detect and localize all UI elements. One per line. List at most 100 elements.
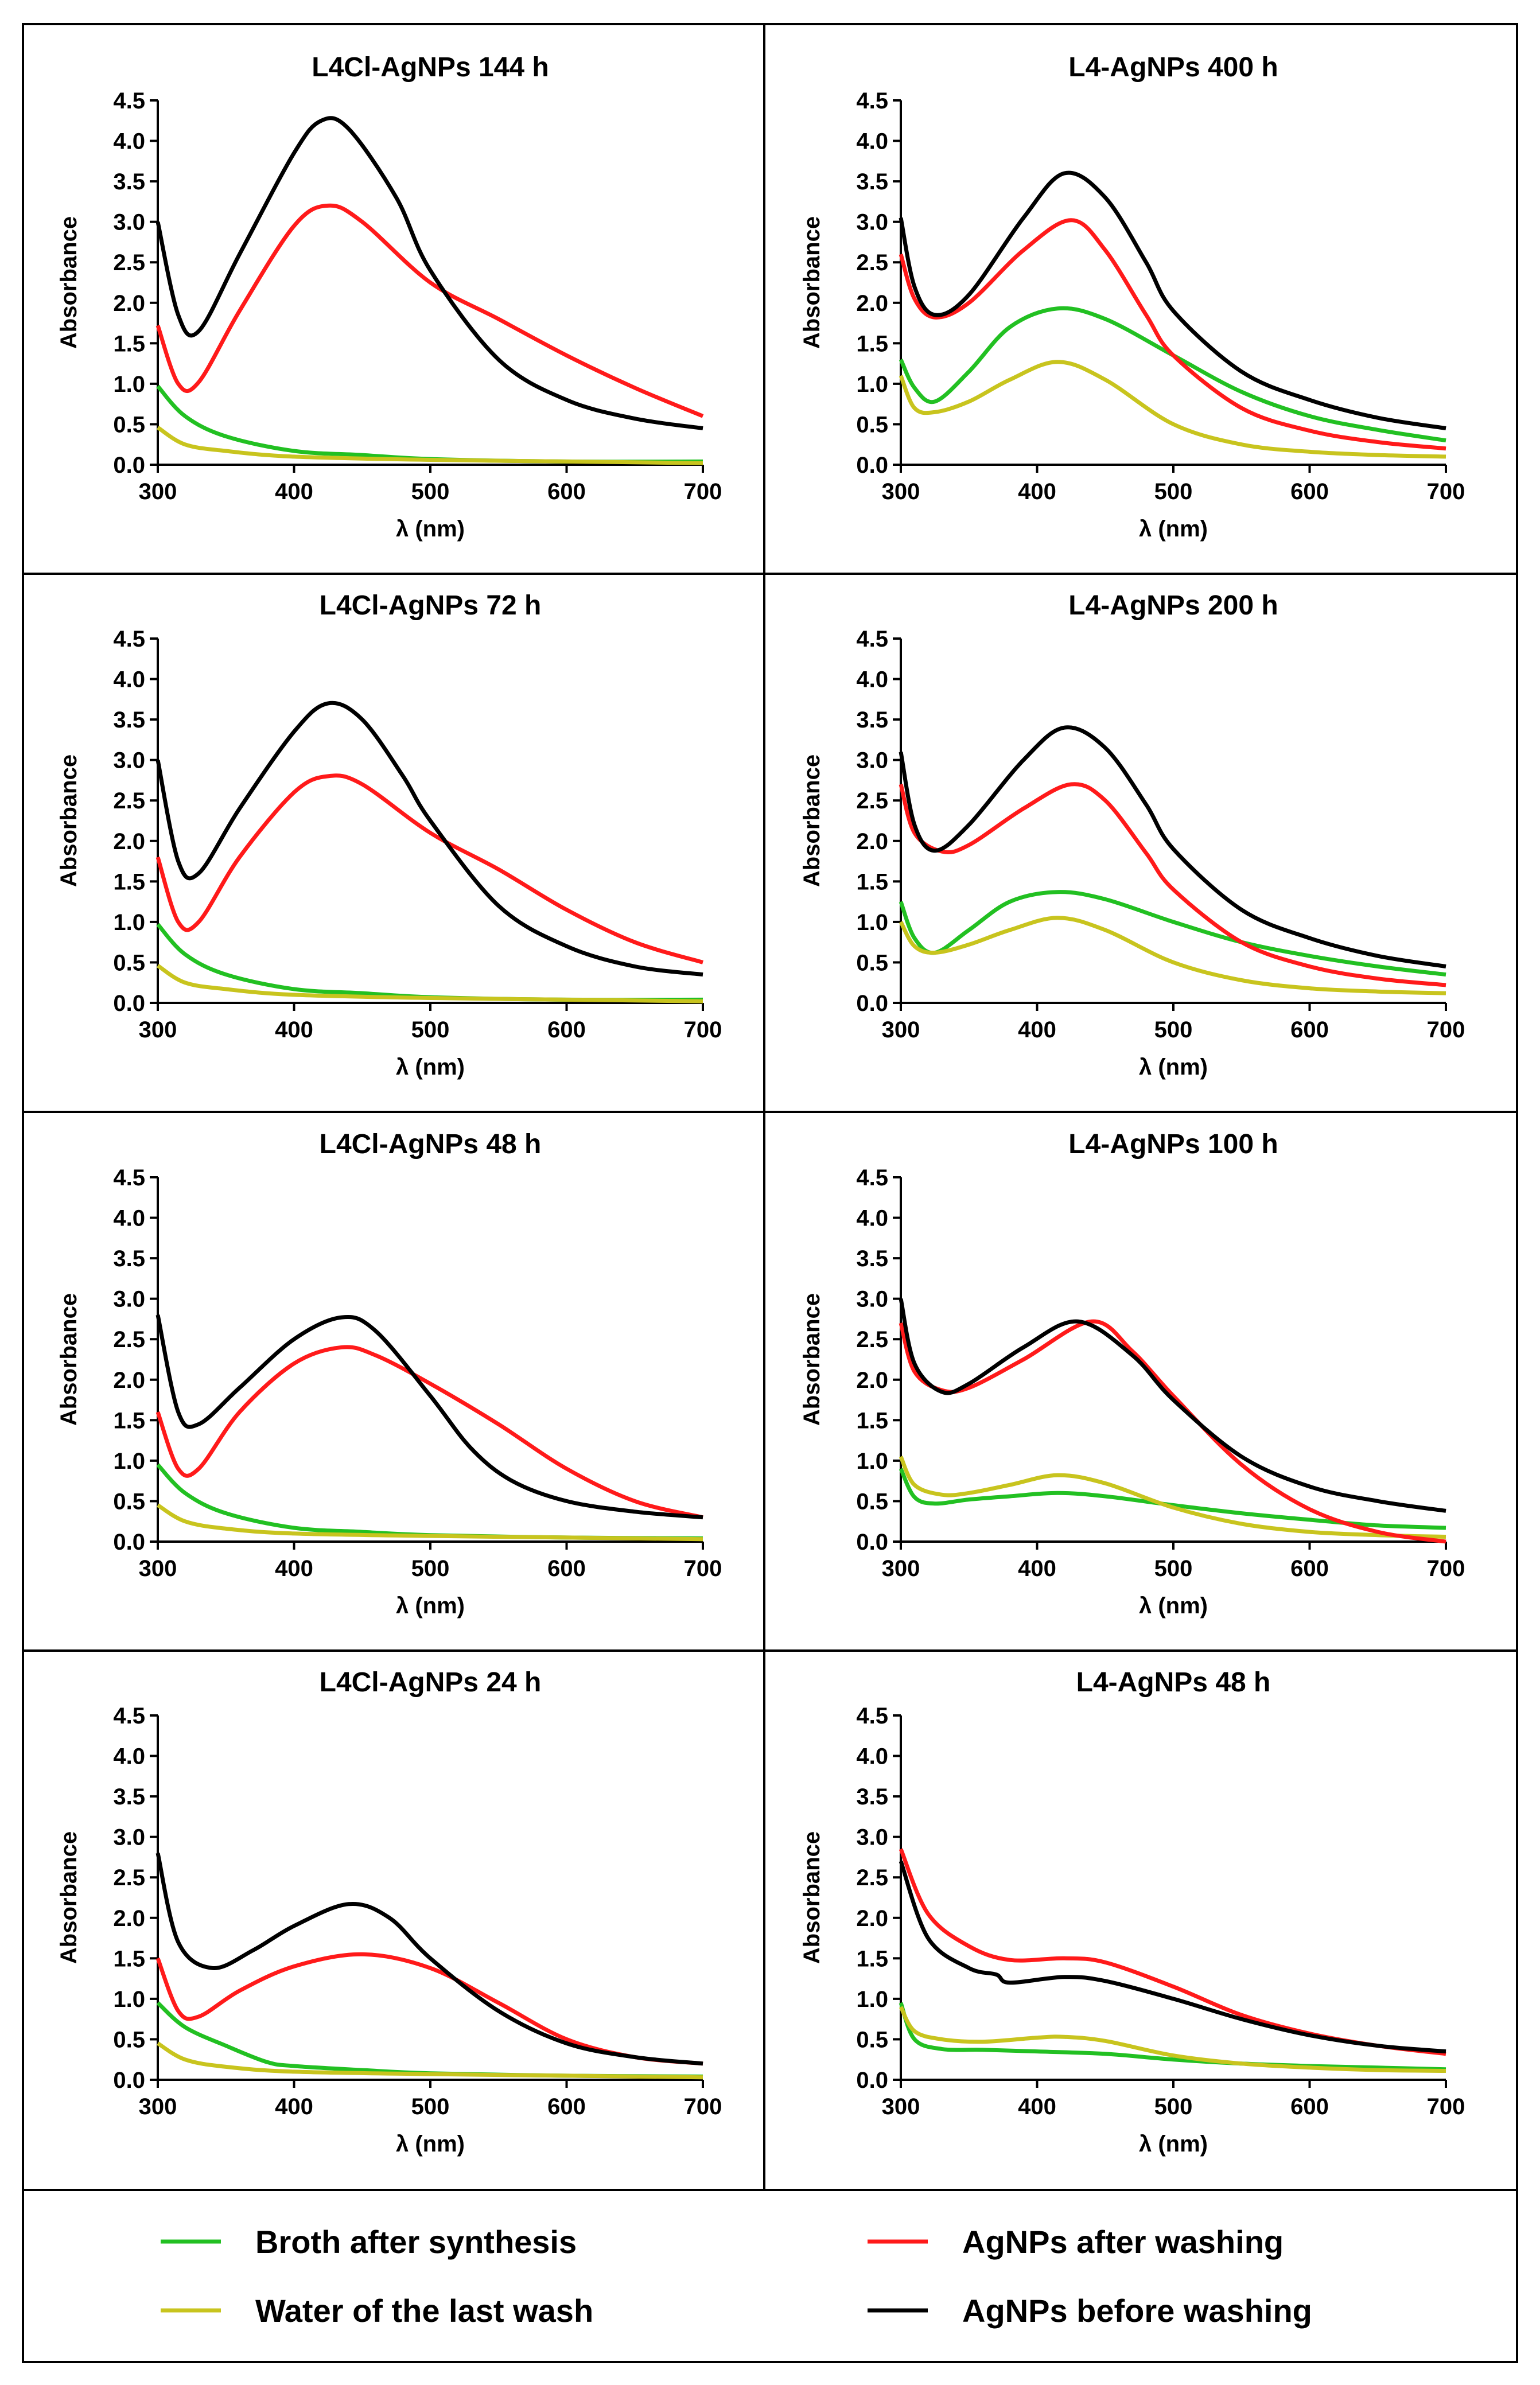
chart-1-series-broth-after-synthesis [156,384,703,464]
chart-1-series-agnps-before-washing [155,116,703,430]
chart-5-y-tick-label: 3.0 [113,1287,145,1312]
legend-label-water-wash: Water of the last wash [255,2293,593,2329]
chart-2-y-tick-label: 1.5 [856,331,888,356]
chart-8-series-broth-after-synthesis [899,2002,1446,2072]
chart-5-y-tick-label: 3.5 [113,1246,145,1271]
chart-1-x-tick-label: 500 [411,479,450,504]
chart-4-x-tick-label: 700 [1427,1017,1465,1042]
chart-8-y-tick-label: 4.5 [856,1703,888,1729]
chart-1-x-tick-label: 700 [684,479,722,504]
chart-7-x-tick-label: 600 [547,2094,586,2119]
chart-panel-8: L4-AgNPs 48 h 0.0 0.5 1.0 1.5 2.0 2.5 3.0 3.5 4.0… [799,1667,1465,2157]
chart-4-y-tick-label: 3.5 [856,707,888,733]
chart-3-title: L4Cl-AgNPs 72 h [320,590,542,621]
chart-4-y-tick-label: 4.0 [856,667,888,692]
chart-8-title: L4-AgNPs 48 h [1076,1667,1271,1698]
chart-8-y-tick-label: 4.0 [856,1744,888,1769]
chart-1-x-axis-label: λ (nm) [396,516,465,542]
chart-panel-3: L4Cl-AgNPs 72 h 0.0 0.5 1.0 1.5 2.0 2.5 3.0 3.5 4… [56,590,722,1080]
chart-7-series-agnps-before-washing [155,1853,703,2066]
legend: Broth after synthesis AgNPs after washin… [161,2224,1312,2329]
chart-4-x-tick-label: 300 [882,1017,920,1042]
chart-1-y-tick-label: 3.0 [113,210,145,235]
chart-2-x-tick-label: 600 [1290,479,1329,504]
chart-5-y-tick-label: 1.5 [113,1408,145,1433]
chart-6-y-tick-label: 1.0 [856,1449,888,1474]
chart-4-x-tick-label: 600 [1290,1017,1329,1042]
chart-6-y-axis-label: Absorbance [799,1293,825,1426]
chart-3-series-water-of-the-last-wash [157,964,703,1003]
chart-6-y-tick-label: 3.5 [856,1246,888,1271]
chart-8-y-tick-label: 3.0 [856,1825,888,1850]
legend-label-before-washing: AgNPs before washing [962,2293,1312,2329]
chart-2-x-tick-label: 500 [1154,479,1193,504]
chart-5-series-agnps-after-washing [155,1345,703,1520]
chart-3-x-tick-label: 600 [547,1017,586,1042]
chart-4-title: L4-AgNPs 200 h [1068,590,1278,621]
chart-5-x-tick-label: 400 [275,1556,313,1581]
chart-3-y-tick-label: 3.0 [113,748,145,773]
chart-5-y-tick-label: 1.0 [113,1449,145,1474]
chart-4-x-tick-label: 500 [1154,1017,1193,1042]
chart-7-series-broth-after-synthesis [156,2001,703,2079]
chart-6-y-tick-label: 2.0 [856,1368,888,1393]
chart-3-y-tick-label: 3.5 [113,707,145,733]
chart-4-y-tick-label: 3.0 [856,748,888,773]
chart-7-title: L4Cl-AgNPs 24 h [320,1667,542,1698]
outer-border [22,23,1518,2363]
chart-1-series-water-of-the-last-wash [157,426,703,465]
chart-5-x-axis-label: λ (nm) [396,1593,465,1618]
panel-grid [22,23,1518,2363]
chart-2-x-tick-label: 700 [1427,479,1465,504]
chart-8-x-tick-label: 400 [1018,2094,1056,2119]
chart-7-y-tick-label: 2.5 [113,1865,145,1890]
chart-2-y-tick-label: 3.5 [856,169,888,194]
chart-8-series-agnps-before-washing [899,1860,1446,2054]
chart-7-x-tick-label: 700 [684,2094,722,2119]
chart-7-x-axis-label: λ (nm) [396,2131,465,2157]
chart-4-x-axis-label: λ (nm) [1139,1055,1208,1080]
chart-panel-5: L4Cl-AgNPs 48 h 0.0 0.5 1.0 1.5 2.0 2.5 3.0 3.5 4… [56,1129,722,1618]
chart-8-x-tick-label: 500 [1154,2094,1193,2119]
chart-4-y-tick-label: 4.5 [856,627,888,652]
chart-5-x-tick-label: 500 [411,1556,450,1581]
chart-3-y-tick-label: 0.0 [113,991,145,1016]
legend-label-after-washing: AgNPs after washing [962,2224,1284,2260]
chart-3-x-tick-label: 500 [411,1017,450,1042]
chart-2-y-tick-label: 2.5 [856,250,888,275]
chart-2-series-agnps-after-washing [899,218,1446,451]
chart-2-y-tick-label: 1.0 [856,372,888,397]
chart-2-y-tick-label: 2.0 [856,291,888,316]
chart-2-y-tick-label: 0.0 [856,453,888,478]
chart-2-y-tick-label: 3.0 [856,210,888,235]
chart-3-series-agnps-after-washing [155,773,703,964]
chart-8-y-tick-label: 0.5 [856,2027,888,2052]
chart-1-title: L4Cl-AgNPs 144 h [312,52,549,83]
chart-5-x-tick-label: 300 [139,1556,177,1581]
chart-7-y-tick-label: 3.0 [113,1825,145,1850]
chart-7-x-tick-label: 500 [411,2094,450,2119]
chart-1-y-tick-label: 4.0 [113,129,145,154]
chart-8-x-tick-label: 300 [882,2094,920,2119]
chart-2-series-water-of-the-last-wash [899,360,1446,459]
chart-6-series-water-of-the-last-wash [899,1456,1446,1539]
chart-panels: L4Cl-AgNPs 144 h 0.0 0.5 1.0 1.5 2.0 2.5 3.0 3.5… [56,52,1465,2157]
chart-4-y-tick-label: 0.0 [856,991,888,1016]
chart-6-y-tick-label: 3.0 [856,1287,888,1312]
chart-5-y-tick-label: 0.0 [113,1530,145,1555]
chart-7-x-tick-label: 300 [139,2094,177,2119]
chart-6-y-tick-label: 0.0 [856,1530,888,1555]
chart-1-y-tick-label: 2.5 [113,250,145,275]
chart-6-x-tick-label: 500 [1154,1556,1193,1581]
chart-1-y-axis-label: Absorbance [56,216,81,349]
chart-1-y-tick-label: 3.5 [113,169,145,194]
chart-2-x-tick-label: 400 [1018,479,1056,504]
chart-7-y-tick-label: 1.0 [113,1987,145,2012]
chart-8-y-tick-label: 2.0 [856,1906,888,1931]
chart-1-x-tick-label: 600 [547,479,586,504]
chart-3-y-axis-label: Absorbance [56,754,81,887]
chart-6-y-tick-label: 4.0 [856,1206,888,1231]
chart-5-y-axis-label: Absorbance [56,1293,81,1426]
chart-5-series-water-of-the-last-wash [157,1503,703,1542]
